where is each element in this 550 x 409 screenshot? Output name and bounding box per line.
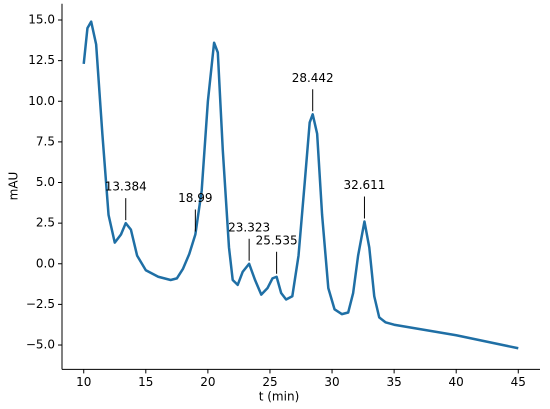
annotation: 32.611 [343, 178, 385, 192]
y-tick-label: 15.0 [28, 13, 55, 27]
y-tick-label: 12.5 [28, 53, 55, 67]
y-tick-label: −5.0 [26, 338, 55, 352]
data-line [82, 20, 519, 350]
y-axis-label: mAU [7, 172, 21, 201]
annotation: 23.323 [228, 220, 270, 234]
x-tick-label: 20 [200, 375, 215, 389]
x-tick-label: 15 [138, 375, 153, 389]
annotation: 13.384 [105, 180, 147, 194]
y-tick-label: 5.0 [36, 175, 55, 189]
x-tick-label: 40 [449, 375, 464, 389]
x-axis-label: t (min) [259, 390, 300, 404]
x-tick-label: 10 [76, 375, 91, 389]
x-tick-label: 25 [262, 375, 277, 389]
annotation: 25.535 [256, 233, 298, 247]
x-tick-label: 30 [324, 375, 339, 389]
x-tick-label: 45 [511, 375, 526, 389]
annotation: 18.99 [178, 191, 212, 205]
y-tick-label: 2.5 [36, 216, 55, 230]
annotation: 28.442 [292, 71, 334, 85]
y-tick-label: 10.0 [28, 94, 55, 108]
y-tick-label: 0.0 [36, 256, 55, 270]
y-tick-label: −2.5 [26, 297, 55, 311]
x-tick-label: 35 [386, 375, 401, 389]
y-tick-label: 7.5 [36, 134, 55, 148]
